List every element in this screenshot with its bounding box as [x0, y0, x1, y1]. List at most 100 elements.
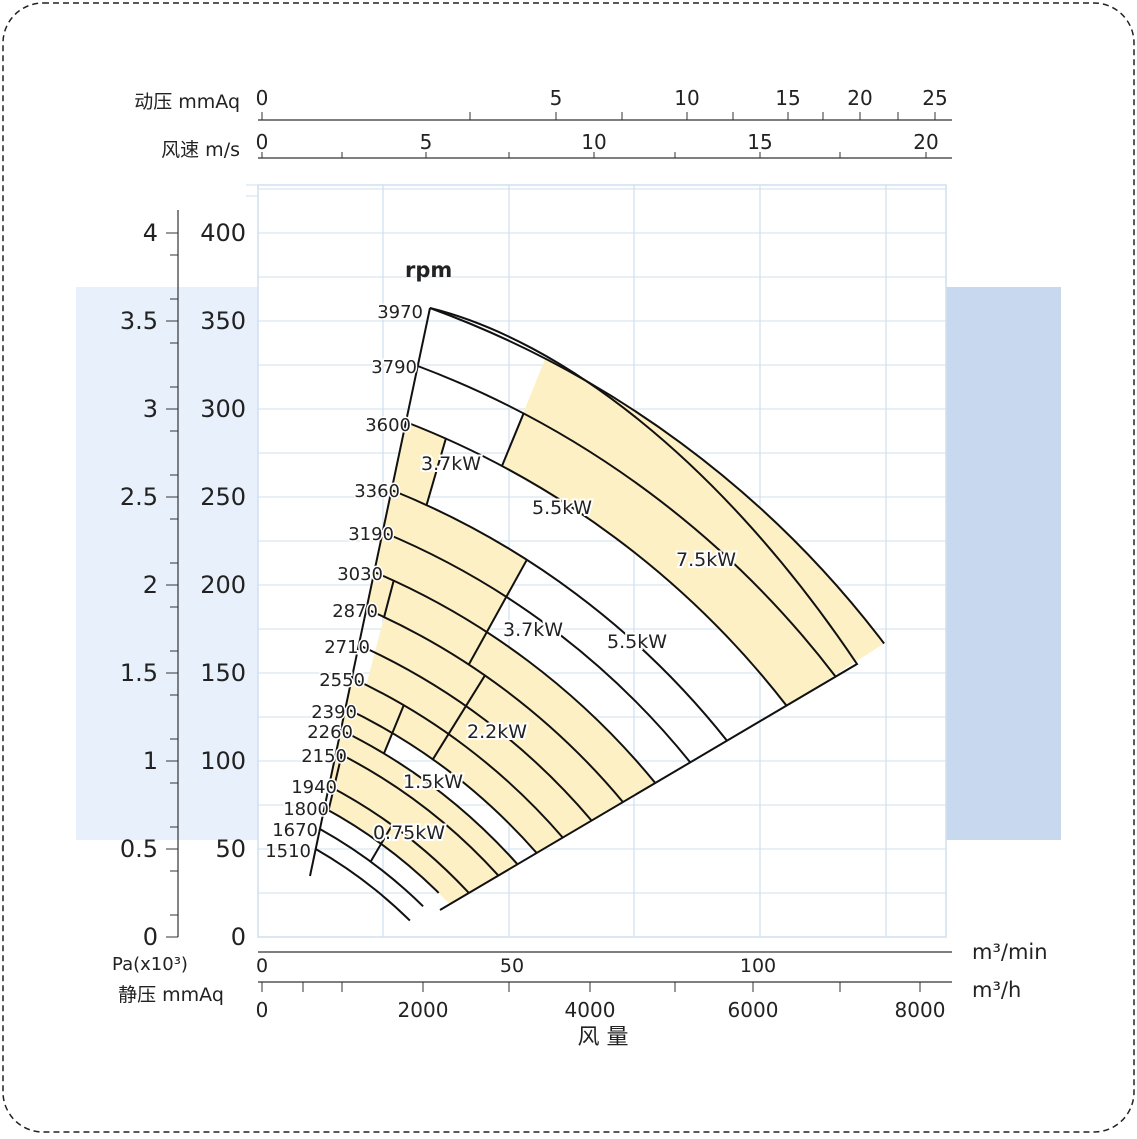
mmaq-tick-250: 250 [200, 483, 246, 511]
velocity-tick-20: 20 [913, 130, 938, 154]
speed-curve-3970 [429, 307, 885, 645]
mmaq-tick-50: 50 [215, 835, 246, 863]
rpm-label-2550: 2550 [319, 670, 365, 691]
pa-tick-1: 1 [143, 747, 158, 775]
flow-h-tick-0: 0 [256, 998, 269, 1022]
pa-tick-3: 3 [143, 395, 158, 423]
background-band-right [946, 287, 1061, 840]
rpm-label-1510: 1510 [265, 841, 311, 862]
dynamic-pressure-label: 动压 mmAq [134, 91, 240, 113]
rpm-label-2710: 2710 [324, 637, 370, 658]
velocity-tick-0: 0 [256, 130, 269, 154]
rpm-label-1800: 1800 [283, 799, 329, 820]
rpm-label-2150: 2150 [301, 746, 347, 767]
dynamic-pressure-tick-15: 15 [775, 86, 800, 110]
speed-curve-2870 [365, 608, 624, 803]
speed-curve-1800 [323, 807, 440, 894]
flow-min-tick-100: 100 [740, 955, 776, 977]
speed-curve-1940 [328, 785, 470, 894]
rpm-label-2390: 2390 [311, 702, 357, 723]
power-label-5: 2.2kW [467, 721, 527, 743]
rpm-label-3030: 3030 [337, 564, 383, 585]
flow-h-unit: m³/h [972, 978, 1021, 1002]
speed-curve-3030 [373, 571, 657, 784]
rpm-label-2870: 2870 [332, 601, 378, 622]
rpm-label-3600: 3600 [365, 415, 411, 436]
speed-curve-3190 [382, 531, 692, 764]
pa-tick-2: 2 [143, 571, 158, 599]
flow-axis-label: 风 量 [578, 1025, 629, 1050]
velocity-tick-15: 15 [747, 130, 772, 154]
flow-h-tick-8000: 8000 [895, 998, 946, 1022]
rpm-label-3190: 3190 [348, 524, 394, 545]
band-1.5kw-b [328, 733, 518, 905]
pa-tick-0: 0 [143, 923, 158, 951]
speed-curve-3600 [405, 421, 788, 707]
power-label-0: 7.5kW [676, 549, 736, 571]
sep-3.7-upper [425, 438, 447, 506]
sep-3.7-b [383, 580, 395, 618]
power-label-3: 5.5kW [607, 631, 667, 653]
speed-curve-2260 [340, 729, 519, 865]
speed-curve-2710 [358, 644, 593, 822]
rpm-label-1670: 1670 [272, 820, 318, 841]
power-label-1: 5.5kW [532, 497, 592, 519]
pa-tick-4: 4 [143, 219, 158, 247]
power-label-7: 0.75kW [373, 822, 445, 844]
dynamic-pressure-tick-0: 0 [256, 86, 269, 110]
speed-curves [309, 307, 885, 922]
sep-1.5-b [327, 754, 343, 811]
power-label-6: 1.5kW [403, 771, 463, 793]
mmaq-tick-300: 300 [200, 395, 246, 423]
rpm-label-3360: 3360 [354, 481, 400, 502]
pa-unit-label: Pa(x10³) [112, 954, 188, 975]
dynamic-pressure-tick-10: 10 [674, 86, 699, 110]
band-3.7kw-c [432, 643, 656, 853]
flow-h-tick-2000: 2000 [398, 998, 449, 1022]
pa-tick-2.5: 2.5 [120, 483, 158, 511]
pa-tick-3.5: 3.5 [120, 307, 158, 335]
background-band-left [76, 287, 258, 840]
mmaq-tick-0: 0 [231, 923, 246, 951]
velocity-label: 风速 m/s [161, 139, 240, 161]
speed-curve-2390 [345, 707, 538, 854]
flow-h-tick-6000: 6000 [728, 998, 779, 1022]
speed-curve-1670 [319, 828, 424, 908]
static-pressure-label: 静压 mmAq [118, 984, 224, 1006]
velocity-tick-5: 5 [420, 130, 433, 154]
rpm-label-2260: 2260 [307, 722, 353, 743]
rpm-label-3790: 3790 [371, 357, 417, 378]
sep-3.7-c [431, 674, 486, 760]
outer-boundary [429, 307, 859, 911]
speed-curve-3790 [417, 365, 837, 678]
flow-min-tick-0: 0 [256, 955, 268, 977]
mmaq-tick-350: 350 [200, 307, 246, 335]
sep-3.7-a [467, 559, 528, 666]
rpm-label-1940: 1940 [291, 777, 337, 798]
sep-0.75 [369, 824, 393, 863]
mmaq-tick-400: 400 [200, 219, 246, 247]
speed-curve-1510 [315, 848, 411, 922]
dynamic-pressure-tick-25: 25 [922, 86, 947, 110]
speed-curve-2550 [351, 677, 564, 839]
dynamic-pressure-tick-5: 5 [550, 86, 563, 110]
mmaq-tick-100: 100 [200, 747, 246, 775]
mmaq-tick-200: 200 [200, 571, 246, 599]
dynamic-pressure-tick-20: 20 [847, 86, 872, 110]
pa-tick-0.5: 0.5 [120, 835, 158, 863]
left-boundary [309, 307, 431, 877]
flow-min-unit: m³/min [972, 940, 1048, 964]
rpm-unit-label: rpm [405, 258, 452, 282]
sep-7.5-a [501, 413, 525, 467]
flow-h-tick-4000: 4000 [565, 998, 616, 1022]
flow-min-tick-50: 50 [500, 955, 524, 977]
pa-tick-1.5: 1.5 [120, 659, 158, 687]
sep-1.5-a [383, 704, 405, 754]
rpm-label-3970: 3970 [377, 302, 423, 323]
velocity-tick-10: 10 [581, 130, 606, 154]
power-label-2: 3.7kW [421, 453, 481, 475]
speed-curve-2150 [335, 751, 500, 877]
